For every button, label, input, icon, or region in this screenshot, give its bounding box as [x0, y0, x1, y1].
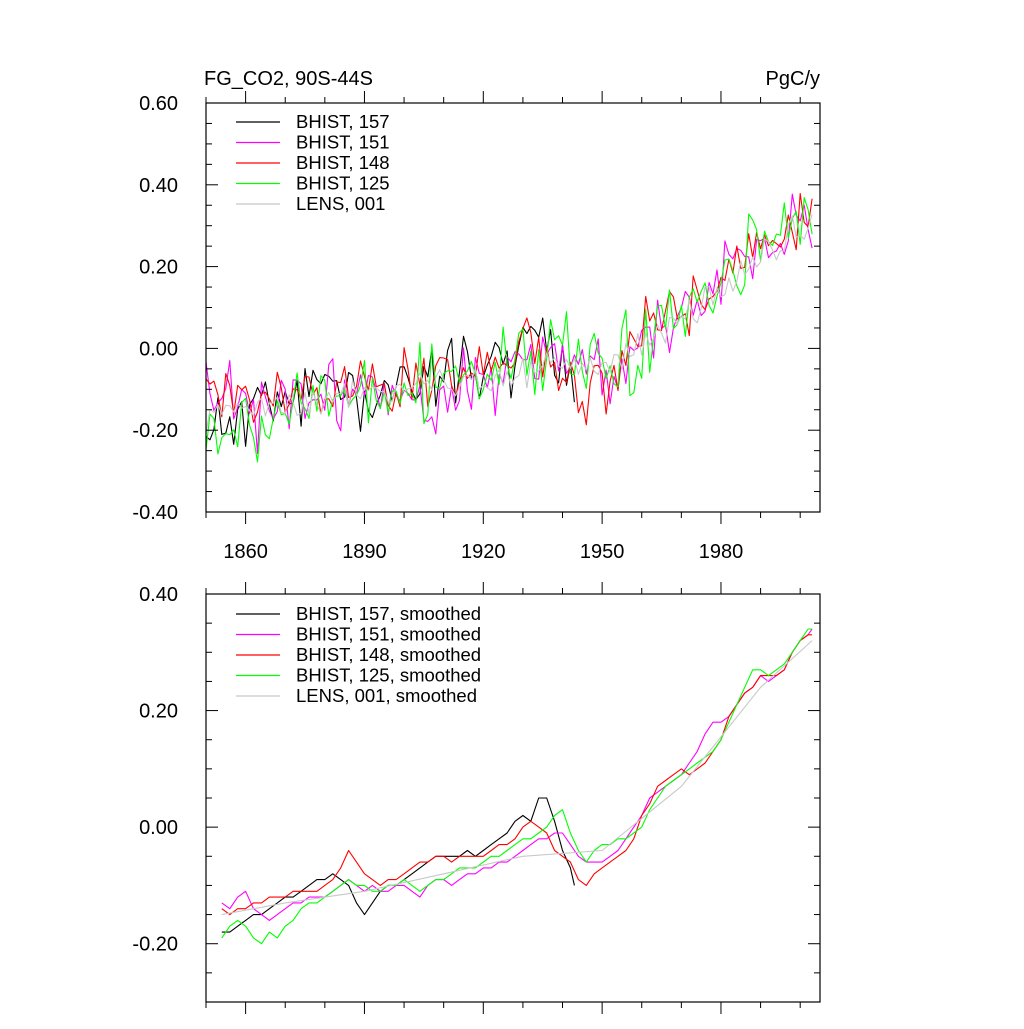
series-line-2: [206, 193, 813, 455]
series-line-3: [206, 193, 813, 426]
series-line-5: [221, 640, 813, 916]
legend-label: BHIST, 157, smoothed: [296, 603, 481, 624]
x-tick-label: 1890: [342, 541, 387, 563]
legend-label: BHIST, 148: [296, 152, 390, 173]
series-line-4: [206, 197, 813, 463]
legend-label: BHIST, 148, smoothed: [296, 644, 481, 665]
series-group: [206, 193, 813, 463]
y-tick-label: -0.20: [132, 934, 178, 956]
legend-label: BHIST, 125: [296, 173, 390, 194]
units-label: PgC/y: [766, 68, 820, 90]
series-line-5: [206, 214, 813, 433]
x-tick-label: 1920: [461, 541, 506, 563]
y-tick-label: 0.20: [139, 257, 178, 279]
legend-label: BHIST, 125, smoothed: [296, 665, 481, 686]
y-tick-label: -0.20: [132, 420, 178, 442]
x-tick-label: 1860: [223, 541, 268, 563]
chart-panel-1: -0.40 -0.20 0.00 0.20 0.40 0.60 1860 1890 1920 19…: [132, 68, 821, 563]
y-tick-label: 0.00: [139, 338, 178, 360]
y-tick-label: 0.00: [139, 817, 178, 839]
series-line-4: [221, 628, 813, 945]
x-tick-label: 1980: [699, 541, 744, 563]
chart-title: FG_CO2, 90S-44S: [204, 68, 373, 90]
y-tick-label: 0.40: [139, 584, 178, 606]
series-line-1: [221, 797, 575, 933]
y-tick-label: -0.40: [132, 502, 178, 524]
x-tick-label: 1950: [580, 541, 625, 563]
legend-label: BHIST, 157: [296, 111, 390, 132]
legend-label: BHIST, 151: [296, 132, 390, 153]
y-tick-label: 0.60: [139, 93, 178, 115]
legend-label: BHIST, 151, smoothed: [296, 624, 481, 645]
series-group: [221, 628, 813, 945]
series-line-2: [221, 628, 813, 921]
y-tick-label: 0.20: [139, 701, 178, 723]
legend-label: LENS, 001, smoothed: [296, 685, 477, 706]
legend-label: LENS, 001: [296, 193, 385, 214]
y-tick-label: 0.40: [139, 175, 178, 197]
